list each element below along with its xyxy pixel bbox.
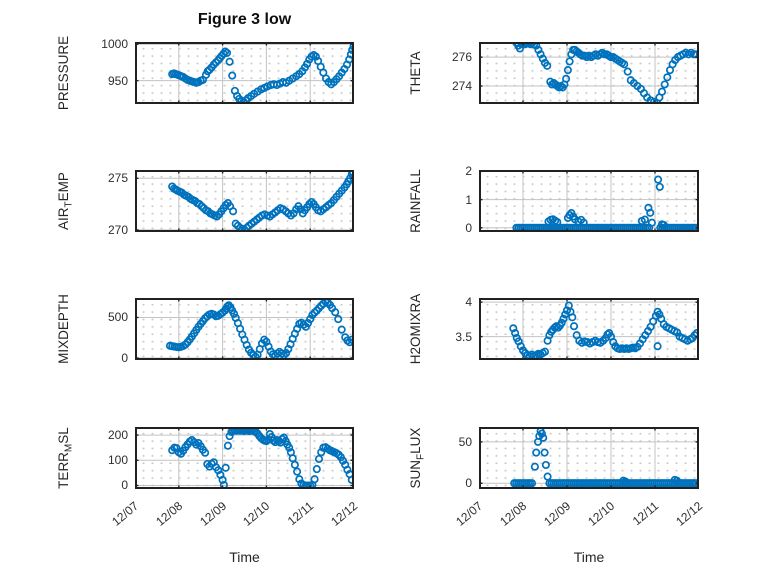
y-tick-label-pressure: 950: [107, 73, 128, 88]
y-tick-label-h2omixra: 3.5: [455, 329, 472, 344]
plot-pressure: [135, 42, 354, 104]
scatter-markers-air-temp: [168, 170, 354, 232]
y-tick-label-mixdepth: 0: [121, 350, 128, 365]
plot-air-temp: [135, 170, 354, 232]
x-tick-label: 12/11: [285, 498, 317, 529]
x-tick-label: 12/07: [109, 498, 142, 529]
plot-terr-msl: [135, 427, 354, 489]
y-tick-label-rainfall: 1: [465, 192, 472, 207]
x-tick-label: 12/07: [453, 498, 486, 529]
x-tick-label: 12/12: [328, 498, 361, 529]
scatter-markers-pressure: [168, 42, 354, 104]
y-tick-label-air-temp: 275: [107, 171, 128, 186]
y-tick-label-terr-msl: 100: [107, 453, 128, 468]
y-tick-label-air-temp: 270: [107, 222, 128, 237]
x-tick-label: 12/10: [585, 498, 618, 529]
x-axis-label-left: Time: [229, 549, 260, 565]
plot-mixdepth: [135, 298, 354, 360]
y-tick-label-terr-msl: 0: [121, 478, 128, 493]
y-tick-label-theta: 276: [451, 50, 472, 65]
plot-theta: [479, 42, 699, 104]
y-tick-label-terr-msl: 200: [107, 428, 128, 443]
y-tick-label-sun-flux: 0: [465, 476, 472, 491]
x-axis-label-right: Time: [573, 549, 605, 565]
y-tick-label-theta: 274: [451, 78, 472, 93]
scatter-markers-h2omixra: [509, 301, 699, 360]
y-tick-label-mixdepth: 500: [107, 310, 128, 325]
scatter-markers-rainfall: [512, 175, 699, 232]
x-tick-label: 12/10: [240, 498, 273, 529]
x-tick-label: 12/11: [629, 498, 662, 529]
x-tick-label: 12/09: [541, 498, 574, 529]
scatter-markers-terr-msl: [168, 427, 354, 489]
y-tick-label-rainfall: 2: [465, 164, 472, 179]
plot-h2omixra: [479, 298, 699, 360]
plot-rainfall: [479, 170, 699, 232]
x-tick-label: 12/12: [673, 498, 706, 529]
y-tick-label-h2omixra: 4: [465, 295, 472, 310]
x-tick-label: 12/08: [497, 498, 530, 529]
figure-title: Figure 3 low: [197, 11, 292, 28]
x-tick-label: 12/09: [196, 498, 229, 529]
scatter-markers-mixdepth: [165, 298, 354, 360]
y-axis-label-sun-flux: SUNFLUX: [408, 427, 427, 489]
scatter-markers-theta: [512, 42, 699, 104]
y-axis-label-terr-msl: TERRMSL: [56, 427, 75, 489]
scatter-markers-sun-flux: [510, 427, 699, 488]
y-tick-label-pressure: 1000: [101, 37, 128, 52]
y-tick-label-rainfall: 0: [465, 220, 472, 235]
x-tick-label: 12/08: [152, 498, 185, 529]
y-tick-label-sun-flux: 50: [458, 434, 472, 449]
plot-sun-flux: [479, 427, 699, 489]
